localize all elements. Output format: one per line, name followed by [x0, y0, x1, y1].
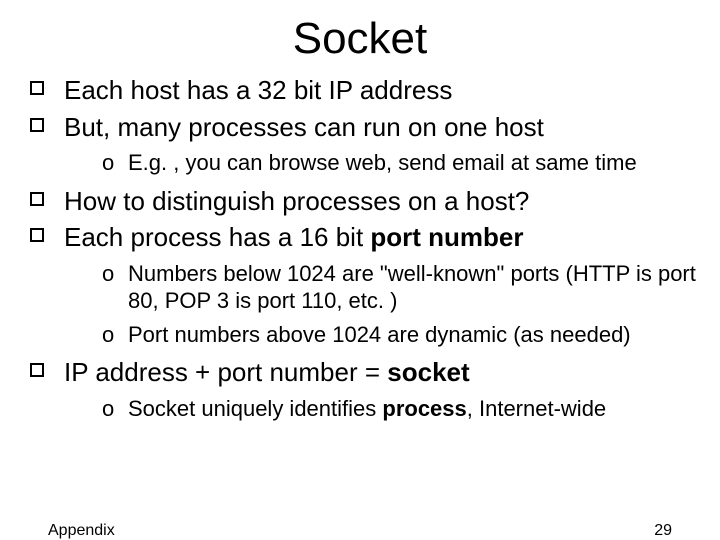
bullet-text-bold: socket [387, 357, 469, 387]
sub-bullet-text-bold: process [382, 396, 466, 421]
bullet-text: How to distinguish processes on a host? [64, 186, 529, 216]
sub-bullet-text: Port numbers above 1024 are dynamic (as … [128, 322, 631, 347]
bullet-text-part: IP address + port number = [64, 357, 387, 387]
footer-label: Appendix [48, 522, 115, 540]
bullet-ip-address: Each host has a 32 bit IP address [30, 74, 720, 107]
slide-title: Socket [0, 14, 720, 64]
bullet-text: Each host has a 32 bit IP address [64, 75, 452, 105]
sub-bullet-text: Numbers below 1024 are "well-known" port… [128, 261, 696, 314]
sub-bullet-dynamic: Port numbers above 1024 are dynamic (as … [102, 321, 720, 349]
bullet-port-number: Each process has a 16 bit port number Nu… [30, 221, 720, 348]
sub-bullet-text-part: , Internet-wide [467, 396, 606, 421]
sub-bullet-example: E.g. , you can browse web, send email at… [102, 149, 720, 177]
page-number: 29 [654, 522, 672, 540]
sub-list: Numbers below 1024 are "well-known" port… [64, 260, 720, 349]
sub-list: Socket uniquely identifies process, Inte… [64, 395, 720, 423]
bullet-distinguish: How to distinguish processes on a host? [30, 185, 720, 218]
bullet-text: But, many processes can run on one host [64, 112, 544, 142]
sub-list: E.g. , you can browse web, send email at… [64, 149, 720, 177]
bullet-socket-def: IP address + port number = socket Socket… [30, 356, 720, 422]
sub-bullet-text: E.g. , you can browse web, send email at… [128, 150, 637, 175]
bullet-many-processes: But, many processes can run on one host … [30, 111, 720, 177]
sub-bullet-text-part: Socket uniquely identifies [128, 396, 382, 421]
slide: Socket Each host has a 32 bit IP address… [0, 14, 720, 540]
bullet-text-bold: port number [370, 222, 523, 252]
sub-bullet-well-known: Numbers below 1024 are "well-known" port… [102, 260, 720, 315]
bullet-list: Each host has a 32 bit IP address But, m… [30, 74, 720, 422]
bullet-text-part: Each process has a 16 bit [64, 222, 370, 252]
sub-bullet-uniquely: Socket uniquely identifies process, Inte… [102, 395, 720, 423]
